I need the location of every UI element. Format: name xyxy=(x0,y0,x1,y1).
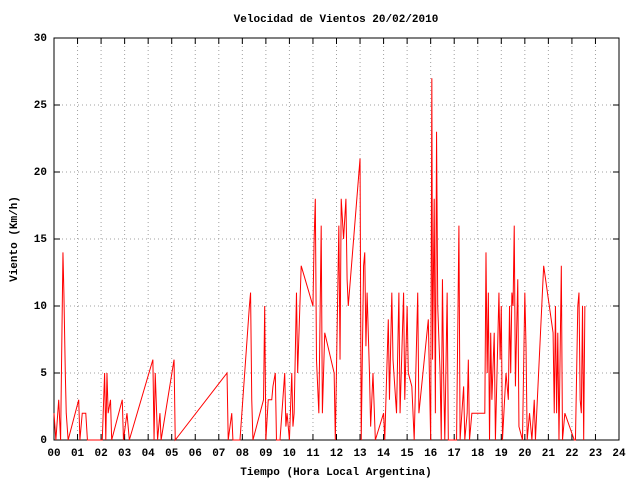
y-tick-label: 5 xyxy=(40,368,47,380)
y-tick-label: 10 xyxy=(34,301,47,313)
x-tick-label: 21 xyxy=(542,448,556,460)
x-tick-label: 01 xyxy=(71,448,85,460)
x-tick-label: 10 xyxy=(283,448,296,460)
y-tick-label: 20 xyxy=(34,167,47,179)
data-line xyxy=(53,78,586,442)
x-tick-label: 06 xyxy=(189,448,202,460)
x-tick-label: 14 xyxy=(377,448,391,460)
x-tick-label: 04 xyxy=(142,448,156,460)
x-axis-label: Tiempo (Hora Local Argentina) xyxy=(240,467,431,479)
x-tick-label: 11 xyxy=(306,448,320,460)
y-tick-label: 15 xyxy=(34,234,48,246)
x-tick-label: 05 xyxy=(165,448,179,460)
x-tick-label: 20 xyxy=(518,448,531,460)
x-tick-label: 22 xyxy=(565,448,578,460)
chart-title: Velocidad de Vientos 20/02/2010 xyxy=(234,14,439,26)
x-tick-label: 15 xyxy=(401,448,415,460)
x-tick-label: 09 xyxy=(259,448,272,460)
x-tick-label: 23 xyxy=(589,448,603,460)
x-tick-label: 24 xyxy=(612,448,626,460)
plot-frame xyxy=(53,37,620,441)
x-tick-label: 16 xyxy=(424,448,437,460)
x-tick-label: 03 xyxy=(118,448,132,460)
y-tick-label: 0 xyxy=(40,435,47,447)
x-tick-label: 19 xyxy=(495,448,508,460)
y-axis-label: Viento (Km/h) xyxy=(9,196,21,282)
x-tick-label: 18 xyxy=(471,448,485,460)
x-tick-label: 12 xyxy=(330,448,343,460)
x-tick-label: 08 xyxy=(236,448,250,460)
x-tick-label: 13 xyxy=(353,448,367,460)
x-tick-label: 00 xyxy=(47,448,60,460)
x-tick-label: 17 xyxy=(448,448,461,460)
x-tick-label: 02 xyxy=(94,448,107,460)
y-tick-label: 30 xyxy=(34,33,47,45)
y-tick-label: 25 xyxy=(34,100,48,112)
x-tick-label: 07 xyxy=(212,448,225,460)
